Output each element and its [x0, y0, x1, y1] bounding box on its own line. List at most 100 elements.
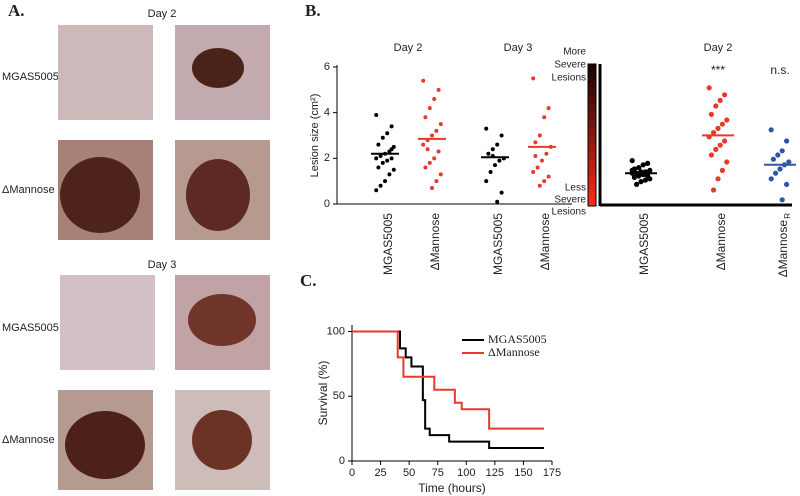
data-point [376, 165, 381, 170]
data-point [533, 154, 538, 159]
y-tick-label: 0 [339, 455, 345, 467]
data-point [542, 179, 547, 184]
data-point [713, 103, 719, 109]
group-label: Day 3 [504, 42, 533, 54]
legend-label: MGAS5005 [488, 332, 547, 346]
data-point [546, 106, 551, 111]
data-point [717, 97, 723, 103]
data-point [432, 96, 437, 101]
row-label: ΔMannose [2, 184, 55, 196]
data-point [542, 115, 547, 120]
data-point [640, 162, 646, 168]
data-point [546, 174, 551, 179]
data-point [436, 149, 441, 154]
data-point [376, 142, 381, 147]
data-point [775, 152, 781, 158]
data-point [421, 142, 426, 147]
x-tick-label: 50 [403, 467, 415, 479]
annotation: n.s. [770, 63, 789, 77]
group-title: Day 2 [148, 8, 177, 20]
data-point [784, 138, 790, 144]
data-point [537, 183, 542, 188]
data-point [535, 165, 540, 170]
data-point [387, 172, 392, 177]
data-point [490, 147, 495, 152]
panel-label: C. [300, 271, 317, 290]
data-point [642, 177, 649, 183]
photos [58, 25, 270, 490]
survival-line [352, 330, 544, 430]
data-point [380, 160, 385, 165]
x-tick-label: 25 [374, 467, 386, 479]
data-point [777, 166, 783, 172]
y-tick-label: 100 [327, 325, 345, 337]
x-tick-label: 175 [543, 467, 561, 479]
data-point [531, 76, 536, 81]
data-point [629, 167, 635, 173]
data-point [638, 179, 644, 185]
data-point [768, 127, 774, 133]
data-point [383, 179, 387, 184]
scale-label: Severe [554, 60, 586, 71]
category-label: ΔMannose [538, 213, 552, 271]
data-point [544, 151, 549, 156]
data-point [636, 173, 642, 179]
data-point [484, 179, 489, 184]
legend-label: ΔMannose [488, 345, 540, 359]
data-point [389, 156, 394, 161]
data-point [773, 170, 779, 176]
data-point [770, 156, 777, 162]
data-point [438, 122, 443, 127]
data-point [378, 154, 383, 159]
x-tick-label: 0 [349, 467, 355, 479]
data-point [432, 156, 437, 161]
x-tick-label: 125 [486, 467, 504, 479]
data-point [722, 92, 728, 98]
category-label: ΔMannose [776, 220, 790, 278]
data-point [711, 130, 717, 136]
data-point [488, 170, 493, 175]
data-point [389, 147, 394, 152]
data-point [493, 163, 497, 168]
row-label: MGAS5005 [2, 71, 59, 83]
data-point [486, 151, 491, 156]
data-point [495, 199, 500, 204]
data-point [706, 85, 712, 91]
lesion [192, 48, 244, 88]
data-point [719, 121, 726, 127]
category-label: ΔMannose [714, 213, 728, 271]
panel-label: A. [8, 1, 25, 20]
data-point [484, 126, 489, 131]
data-point [430, 186, 434, 191]
data-point [784, 181, 790, 187]
category-subscript: R [783, 213, 792, 219]
scale-label: Less [565, 183, 586, 194]
data-point [647, 167, 653, 173]
data-point [779, 197, 785, 203]
survival-line [352, 330, 544, 450]
data-point [374, 112, 379, 117]
data-point [385, 131, 390, 136]
data-point [717, 142, 723, 148]
data-point [436, 87, 441, 92]
data-point [499, 190, 504, 195]
data-point [645, 173, 651, 179]
data-point [434, 179, 439, 184]
photo [60, 275, 155, 370]
group-label: Day 2 [394, 42, 423, 54]
data-point [708, 111, 715, 117]
data-point [711, 187, 717, 193]
y-tick-label: 6 [324, 61, 330, 73]
data-point [427, 106, 432, 111]
data-point [786, 159, 792, 165]
y-axis-label: Survival (%) [316, 361, 330, 426]
lesion [65, 411, 145, 479]
data-point [537, 133, 542, 138]
data-point [427, 160, 432, 165]
data-point [430, 133, 434, 138]
data-point [378, 183, 383, 188]
data-point [374, 156, 379, 161]
y-tick-label: 50 [333, 390, 345, 402]
